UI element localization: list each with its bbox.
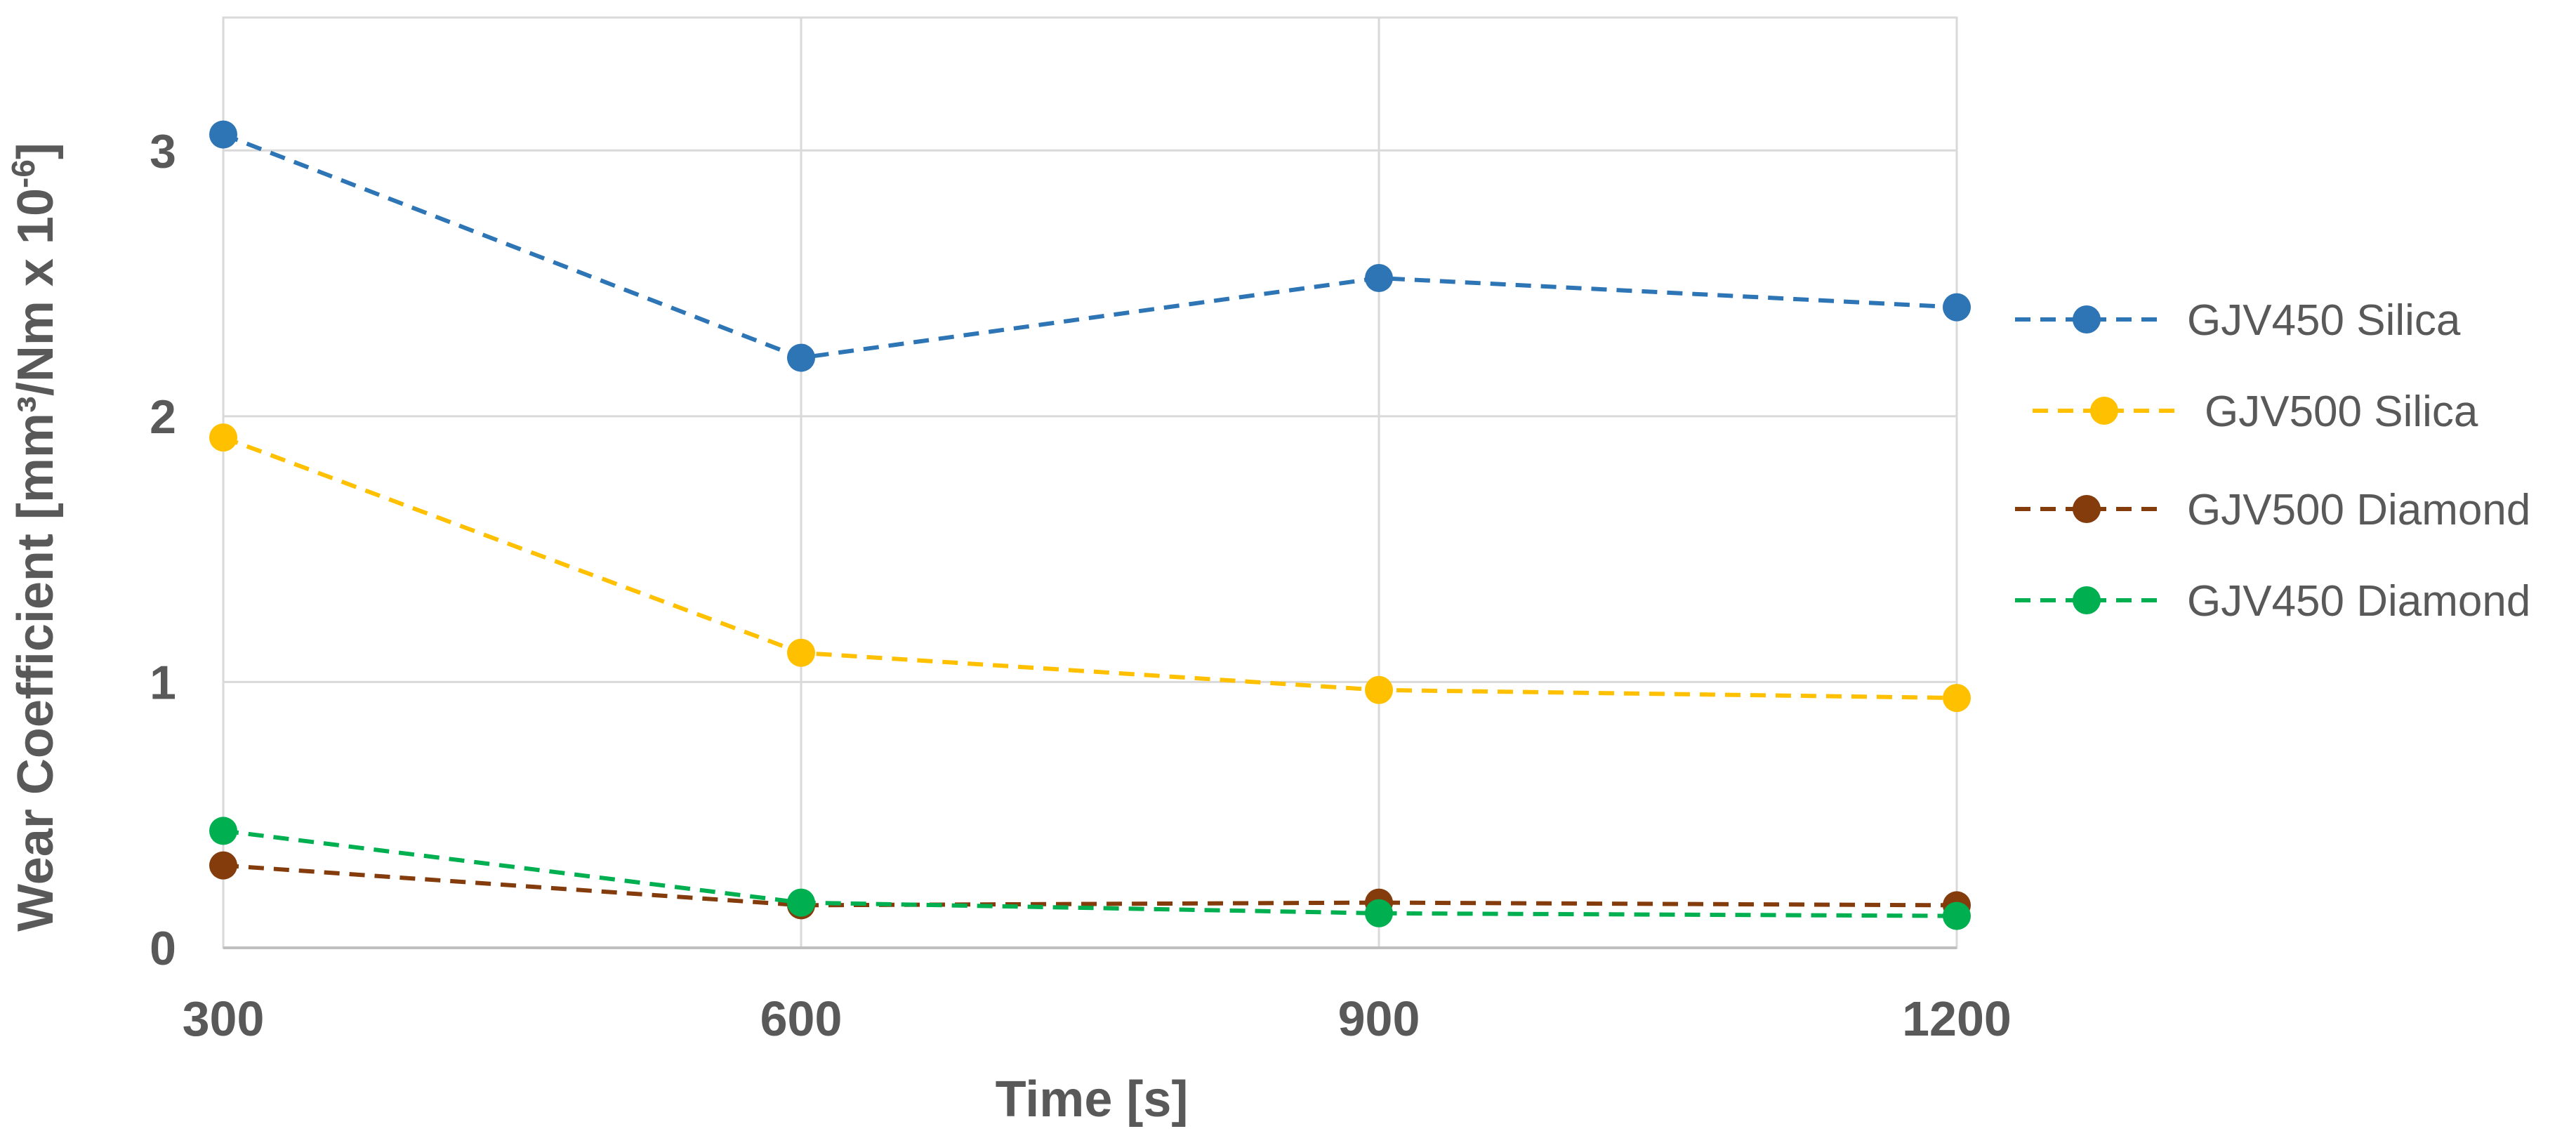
legend-item: GJV450 Diamond: [2015, 577, 2530, 626]
gridlines: [222, 16, 1958, 949]
x-tick-label: 1200: [1902, 991, 2012, 1046]
plot-area-border: [222, 16, 1958, 949]
series-gjv500-silica: [209, 423, 1971, 713]
legend-marker: [2073, 586, 2101, 614]
data-point: [209, 120, 237, 149]
x-axis-title: Time [s]: [996, 1071, 1189, 1128]
data-point: [1943, 684, 1971, 713]
data-point: [1365, 899, 1393, 927]
axes: 0 1 2 3 300 600 900 1200: [150, 124, 2012, 1046]
x-tick-label: 600: [760, 991, 843, 1046]
series-line: [222, 435, 1957, 701]
legend-label: GJV450 Silica: [2187, 296, 2461, 345]
legend-label: GJV500 Diamond: [2187, 486, 2530, 534]
series-line: [222, 132, 1957, 360]
x-tick-label: 300: [183, 991, 265, 1046]
series-gjv450-diamond: [209, 817, 1971, 930]
legend-item: GJV500 Silica: [2033, 388, 2478, 436]
data-point: [209, 817, 237, 845]
legend-item: GJV450 Silica: [2015, 296, 2461, 345]
data-point: [1943, 901, 1971, 930]
data-point: [787, 638, 815, 667]
y-tick-label: 2: [150, 390, 176, 444]
data-point: [1365, 264, 1393, 292]
series-gjv450-silica: [209, 120, 1971, 372]
series-group: [209, 120, 1971, 930]
data-point: [209, 851, 237, 880]
legend-label: GJV500 Silica: [2205, 388, 2478, 436]
x-tick-label: 900: [1338, 991, 1420, 1046]
legend-marker: [2073, 305, 2101, 333]
legend-item: GJV500 Diamond: [2015, 486, 2530, 534]
y-axis-title: Wear Coefficient [mm³/Nm x 10-6]: [5, 143, 64, 932]
legend-label: GJV450 Diamond: [2187, 577, 2530, 626]
data-point: [1943, 293, 1971, 322]
data-point: [1365, 675, 1393, 704]
y-tick-label: 1: [150, 656, 176, 709]
legend: GJV450 Silica GJV500 Silica GJV500 Diamond…: [2015, 296, 2530, 626]
data-point: [787, 343, 815, 372]
series-line: [223, 863, 1957, 908]
y-tick-label: 0: [150, 922, 176, 975]
data-point: [209, 423, 237, 452]
y-tick-label: 3: [150, 124, 176, 178]
legend-marker: [2090, 397, 2118, 425]
series-line: [223, 828, 1957, 918]
data-point: [787, 888, 815, 917]
legend-marker: [2073, 495, 2101, 523]
